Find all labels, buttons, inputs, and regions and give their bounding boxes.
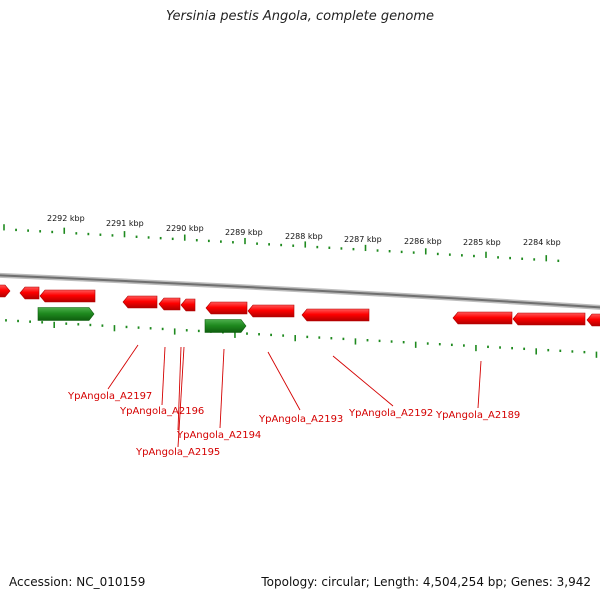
forward-gene-arrow	[19, 286, 40, 300]
map-title: Yersinia pestis Angola, complete genome	[166, 9, 434, 24]
genome-backbone-line	[0, 274, 600, 309]
reverse-gene-arrow	[37, 307, 95, 321]
kbp-label: 2290 kbp	[166, 224, 204, 233]
gene-label: YpAngola_A2196	[119, 406, 204, 417]
gene-label: YpAngola_A2189	[435, 410, 520, 421]
kbp-label: 2285 kbp	[463, 238, 501, 247]
leader-line	[219, 348, 225, 429]
gene-label: YpAngola_A2193	[258, 414, 343, 425]
forward-gene-arrow	[301, 308, 370, 322]
leader-line	[107, 344, 139, 390]
forward-gene-arrow	[452, 311, 513, 325]
kbp-label: 2286 kbp	[404, 237, 442, 246]
forward-gene-arrow	[39, 289, 96, 303]
gene-labels: YpAngola_A2197 YpAngola_A2196 YpAngola_A21…	[67, 391, 520, 458]
kbp-label: 2284 kbp	[523, 238, 561, 247]
leader-line	[161, 346, 166, 406]
kbp-label: 2288 kbp	[285, 232, 323, 241]
gene-features	[0, 284, 600, 333]
gene-label: YpAngola_A2197	[67, 391, 152, 402]
forward-gene-arrow	[158, 297, 181, 311]
ruler-labels: 2292 kbp 2291 kbp 2290 kbp 2289 kbp 2288 kbp…	[47, 214, 561, 247]
forward-gene-arrow	[122, 295, 158, 309]
kbp-label: 2289 kbp	[225, 228, 263, 237]
forward-gene-arrow	[247, 304, 295, 318]
label-leader-lines	[107, 344, 482, 448]
genome-summary-text: Topology: circular; Length: 4,504,254 bp…	[261, 575, 591, 589]
forward-gene-arrow	[0, 284, 11, 298]
kbp-label: 2291 kbp	[106, 219, 144, 228]
gene-label: YpAngola_A2195	[135, 447, 220, 458]
forward-gene-arrow	[512, 312, 586, 326]
ruler-ticks-outer	[3, 224, 560, 263]
gene-label: YpAngola_A2192	[348, 408, 433, 419]
leader-line	[177, 346, 185, 448]
leader-line	[177, 346, 182, 431]
kbp-label: 2292 kbp	[47, 214, 85, 223]
gene-label: YpAngola_A2194	[176, 430, 261, 441]
leader-line	[332, 355, 394, 407]
kbp-label: 2287 kbp	[344, 235, 382, 244]
forward-gene-arrow	[586, 313, 600, 327]
ruler-ticks-inner	[5, 319, 598, 358]
leader-line	[267, 351, 301, 411]
forward-gene-arrow	[205, 301, 248, 315]
forward-gene-arrow	[180, 298, 196, 312]
leader-line	[477, 360, 482, 409]
accession-text: Accession: NC_010159	[9, 575, 146, 589]
reverse-gene-arrow	[204, 319, 247, 333]
